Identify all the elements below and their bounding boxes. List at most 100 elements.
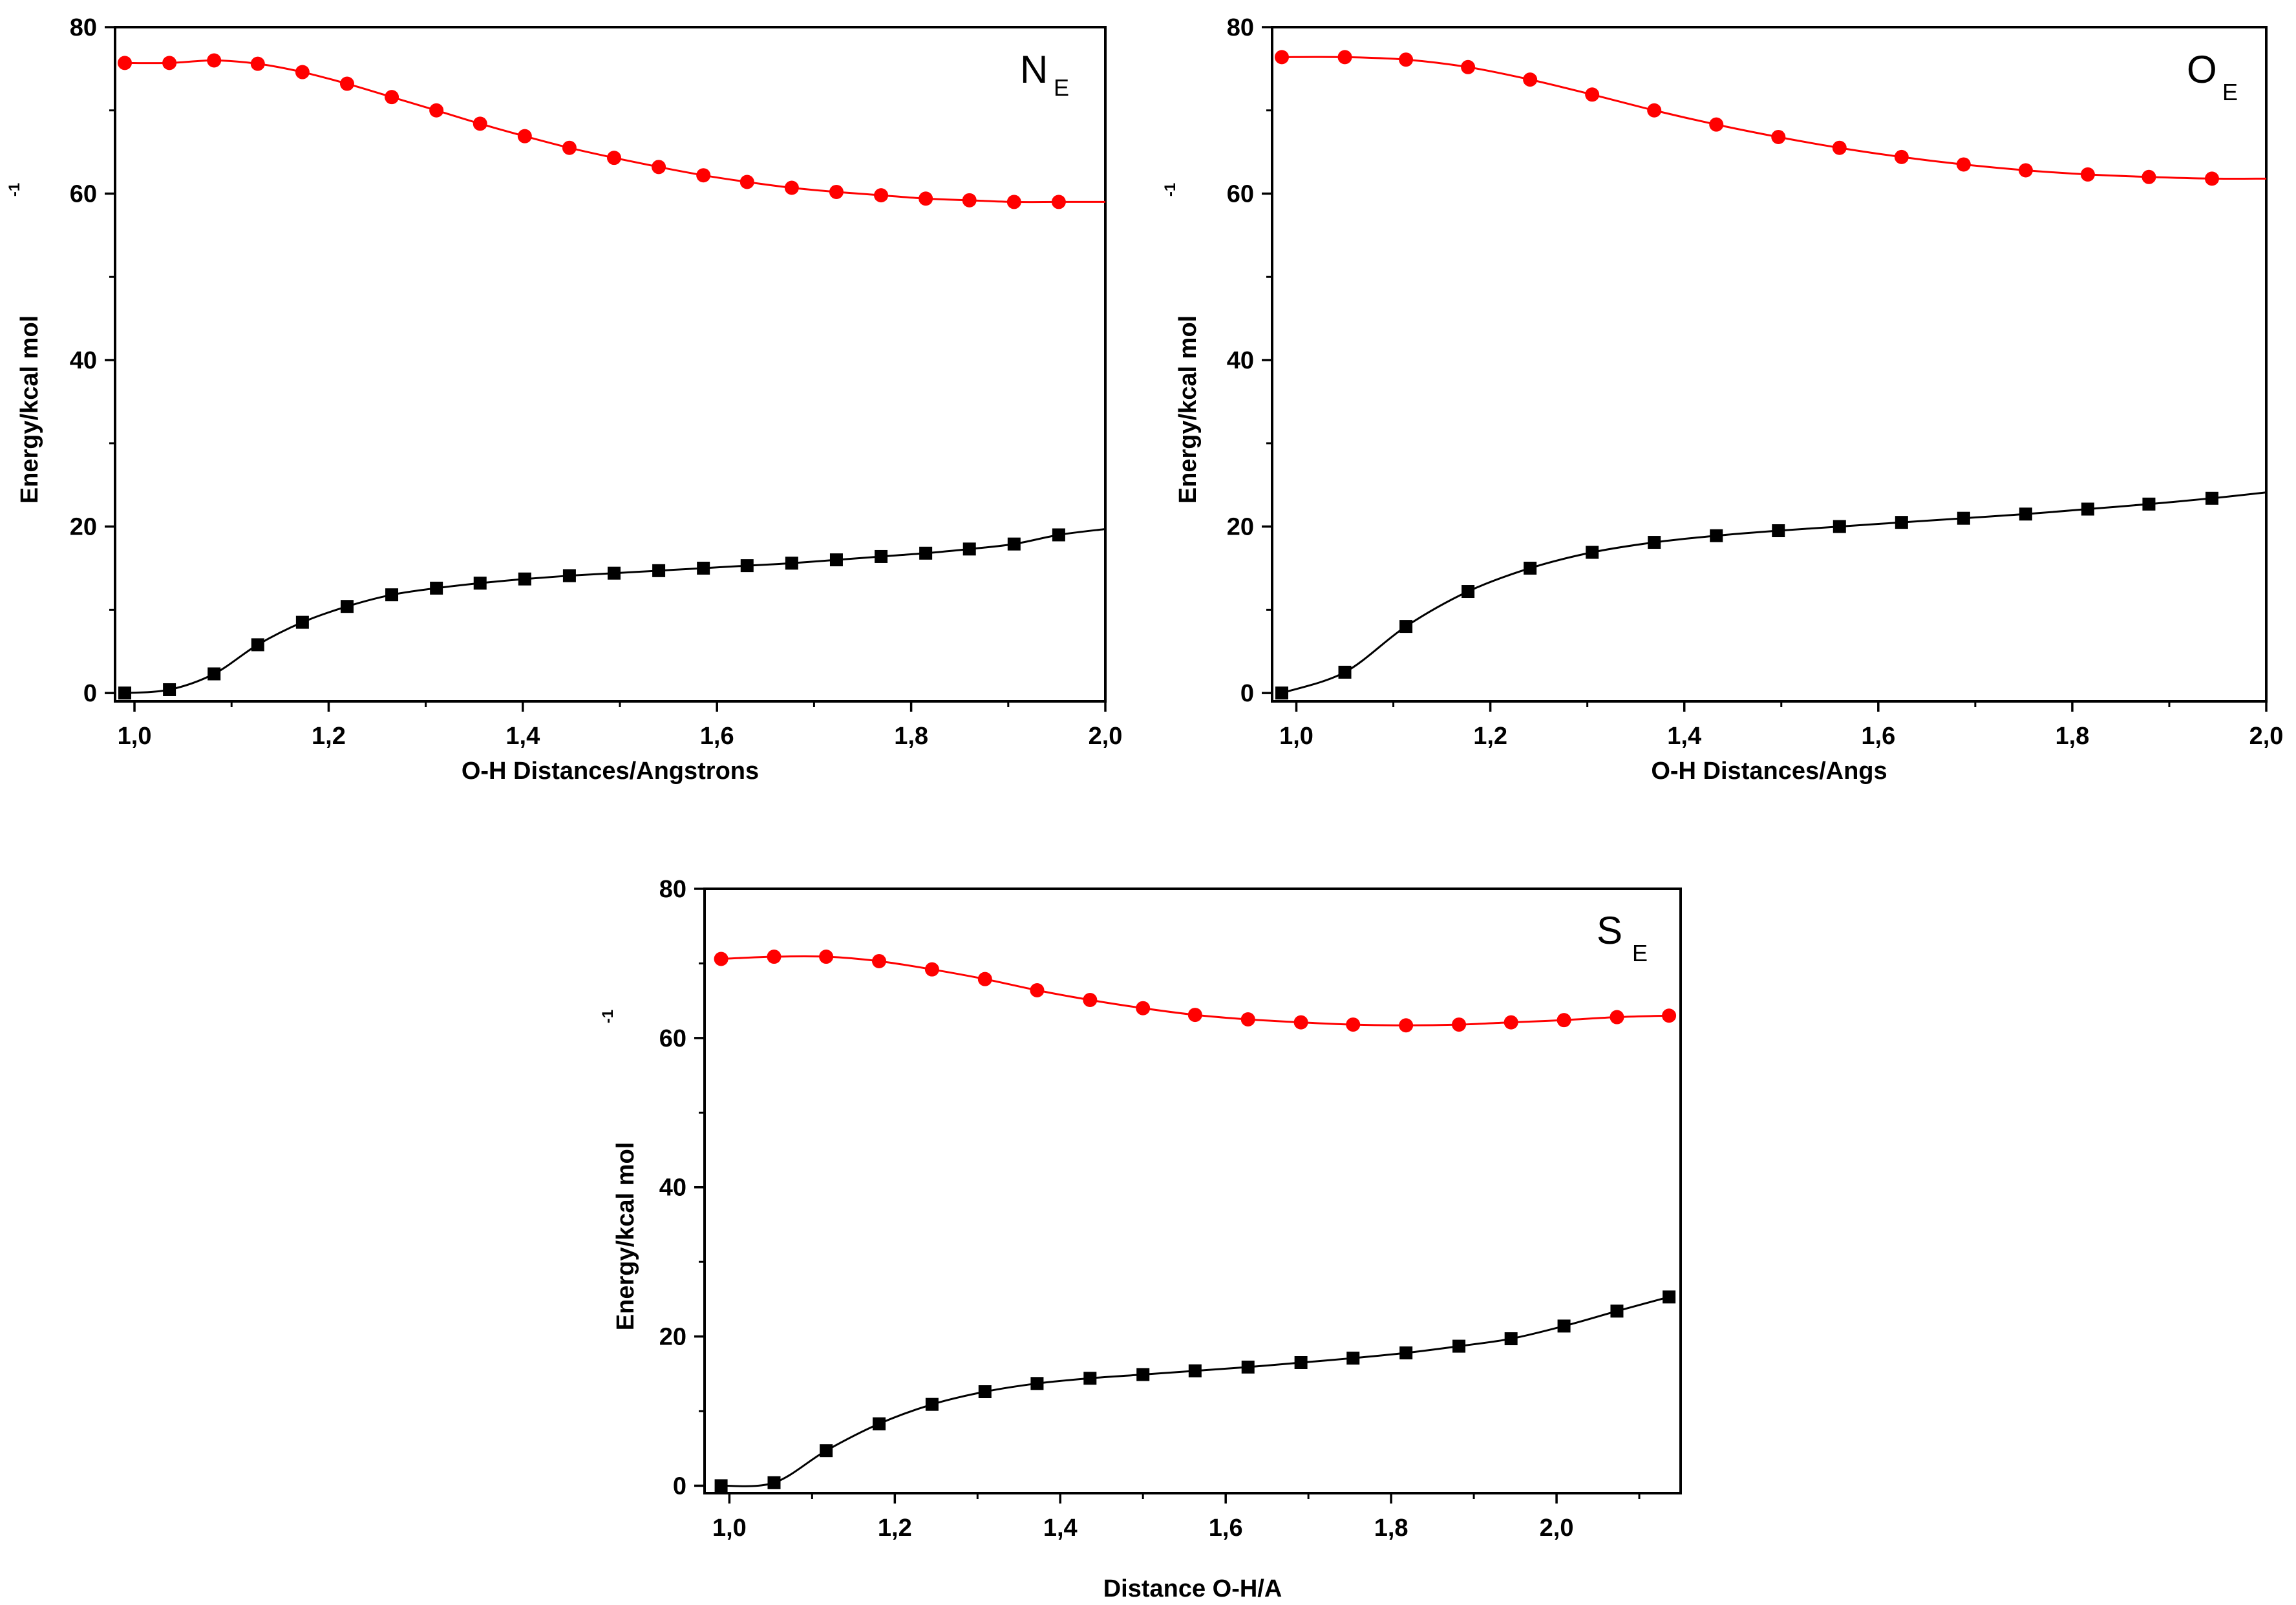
data-point-square [562, 569, 576, 582]
data-point-square [2019, 507, 2032, 521]
x-tick-label: 1,2 [312, 723, 346, 750]
series-line-lower [1281, 491, 2267, 694]
data-point-square [1462, 585, 1475, 599]
data-point-circle [1610, 1010, 1624, 1025]
y-axis-title: Energy/kcal mol [612, 1142, 639, 1330]
data-point-circle [924, 962, 939, 977]
y-tick-label: 40 [659, 1175, 686, 1202]
data-point-square [873, 1417, 886, 1430]
data-point-circle [1399, 1018, 1414, 1033]
chart-panel-s: 1,0 1,2 1,4 1,6 1,8 2,0 0 20 40 60 80 Distance O-H/… [599, 876, 1682, 1602]
data-point-circle [962, 193, 977, 207]
data-point-square [1710, 529, 1723, 542]
x-tick-label: 1,6 [1861, 723, 1895, 750]
data-point-square [430, 581, 443, 595]
chart-panel-o: 1,0 1,2 1,4 1,6 1,8 2,0 0 20 40 60 80 O-H Distances… [1162, 14, 2283, 785]
x-tick-label: 1,8 [1374, 1515, 1408, 1542]
plot-frame [703, 888, 1682, 1494]
data-point-circle [1346, 1017, 1361, 1032]
y-tick-label: 40 [70, 347, 97, 374]
data-point-circle [517, 129, 532, 143]
x-tick-label: 2,0 [2249, 723, 2284, 750]
data-point-circle [1662, 1008, 1677, 1023]
data-point-circle [714, 951, 728, 966]
data-point-circle [1293, 1015, 1308, 1030]
data-point-square [829, 553, 843, 567]
y-tick-label: 20 [659, 1324, 686, 1351]
data-point-square [740, 559, 754, 573]
y-tick-label: 60 [659, 1025, 686, 1052]
x-axis-title: Distance O-H/A [1103, 1575, 1282, 1602]
y-tick-label: 0 [1240, 680, 1254, 707]
data-point-square [2081, 502, 2094, 516]
data-point-square [1188, 1364, 1202, 1377]
data-point-square [820, 1444, 833, 1458]
series-line-upper [1281, 56, 2267, 180]
data-point-circle [1006, 195, 1021, 209]
plot-frame [114, 26, 1107, 703]
series-upper [118, 53, 1105, 209]
data-point-square [1610, 1304, 1624, 1318]
y-tick-label: 80 [1227, 14, 1254, 41]
data-point-square [1030, 1377, 1044, 1390]
y-tick-label: 0 [673, 1472, 686, 1500]
data-point-square [163, 683, 176, 696]
data-point-circle [250, 56, 265, 71]
x-tick-label: 1,8 [2055, 723, 2089, 750]
data-point-circle [919, 191, 933, 206]
data-point-square [1895, 516, 1908, 529]
data-point-circle [1399, 52, 1414, 67]
data-point-circle [385, 90, 399, 105]
y-axis-title-superscript: -1 [1162, 183, 1179, 197]
series-upper [714, 950, 1677, 1033]
data-point-circle [1337, 50, 1352, 65]
series-line-lower [124, 527, 1106, 694]
data-point-circle [829, 184, 844, 199]
x-tick-label: 1,0 [118, 723, 152, 750]
data-point-circle [2080, 167, 2095, 182]
data-point-square [1399, 620, 1413, 633]
data-point-circle [207, 53, 222, 68]
data-point-square [385, 588, 399, 602]
x-tick-label: 1,0 [712, 1515, 747, 1542]
data-point-square [1504, 1332, 1518, 1346]
y-tick-label: 20 [1227, 514, 1254, 541]
data-point-square [1083, 1372, 1097, 1385]
data-point-square [1586, 546, 1599, 559]
data-point-square [875, 549, 888, 563]
panel-label-subscript: E [1632, 940, 1648, 966]
data-point-circle [1585, 87, 1600, 102]
data-point-circle [819, 950, 834, 964]
x-tick-label: 1,8 [894, 723, 928, 750]
data-point-circle [118, 56, 133, 70]
data-point-circle [2142, 169, 2156, 184]
data-point-circle [784, 180, 799, 195]
data-point-square [978, 1385, 992, 1399]
data-point-square [1524, 561, 1537, 575]
series-lower [714, 1290, 1676, 1493]
data-point-square [608, 566, 621, 580]
data-point-circle [562, 140, 577, 155]
data-point-square [1338, 665, 1352, 679]
y-tick-label: 40 [1227, 347, 1254, 374]
data-point-square [118, 686, 132, 700]
x-axis-title: O-H Distances/Angstrons [462, 758, 759, 785]
data-point-square [1452, 1339, 1466, 1353]
data-point-square [652, 564, 666, 577]
data-point-circle [977, 972, 992, 986]
data-point-square [207, 667, 221, 681]
data-point-square [1136, 1368, 1150, 1381]
data-point-square [1007, 537, 1021, 551]
data-point-square [2205, 491, 2218, 505]
data-point-circle [872, 953, 887, 968]
data-point-square [1957, 511, 1970, 525]
data-point-circle [1523, 72, 1538, 87]
y-axis-title: Energy/kcal mol [16, 315, 43, 504]
data-point-circle [2018, 163, 2033, 178]
data-point-square [1557, 1319, 1571, 1333]
series-upper [1275, 50, 2267, 186]
data-point-square [518, 572, 531, 586]
data-point-circle [473, 116, 487, 131]
data-point-circle [1504, 1015, 1518, 1030]
